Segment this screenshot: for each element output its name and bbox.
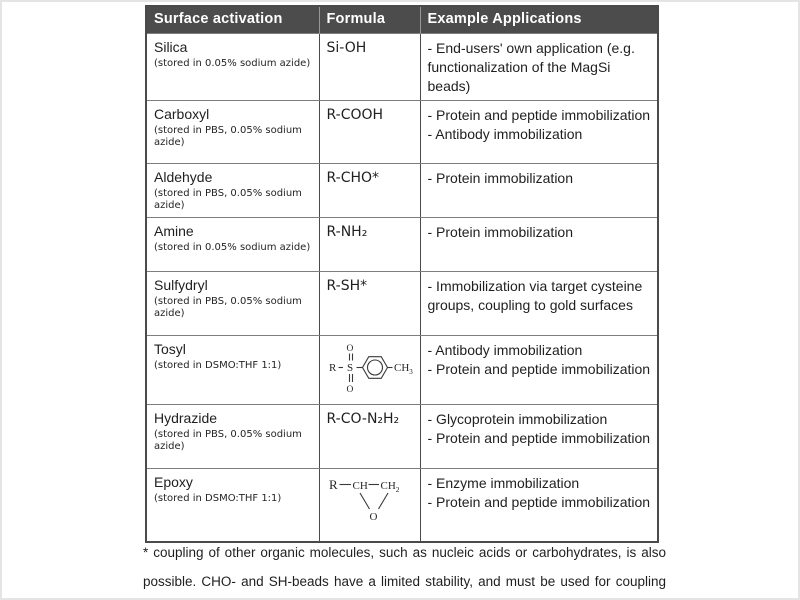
activation-cell: Tosyl (stored in DSMO:THF 1:1) bbox=[145, 334, 320, 405]
application-item: - Antibody immobilization bbox=[427, 125, 583, 142]
col-header-formula: Formula bbox=[318, 6, 420, 33]
table-row-epoxy: Epoxy (stored in DSMO:THF 1:1) R CH CH2 … bbox=[145, 467, 659, 543]
application-item: - Protein immobilization bbox=[427, 223, 574, 240]
applications-cell: - Protein and peptide immobilization - A… bbox=[419, 99, 659, 164]
application-item: - Protein and peptide immobilization bbox=[427, 493, 651, 510]
activation-cell: Aldehyde (stored in PBS, 0.05% sodium az… bbox=[145, 162, 320, 218]
svg-text:CH2: CH2 bbox=[380, 480, 399, 494]
table-row-aldehyde: Aldehyde (stored in PBS, 0.05% sodium az… bbox=[145, 162, 659, 218]
formula-value: R-SH* bbox=[318, 270, 421, 336]
activation-name: Amine bbox=[154, 222, 194, 239]
svg-text:O: O bbox=[369, 511, 377, 523]
formula-value: Si-OH bbox=[318, 32, 421, 101]
formula-structure-tosyl: R S O O CH3 bbox=[318, 334, 421, 405]
activation-name: Carboxyl bbox=[154, 105, 210, 122]
application-item: - Glycoprotein immobilization bbox=[427, 410, 608, 427]
storage-note: (stored in PBS, 0.05% sodium azide) bbox=[154, 428, 302, 453]
footnote-text: * coupling of other organic molecules, s… bbox=[143, 545, 666, 589]
storage-note: (stored in PBS, 0.05% sodium azide) bbox=[154, 187, 302, 212]
applications-cell: - Glycoprotein immobilization - Protein … bbox=[419, 403, 659, 469]
application-item: - Immobilization via target cysteine gro… bbox=[427, 277, 643, 313]
application-item: - Protein and peptide immobilization bbox=[427, 360, 651, 377]
activation-cell: Sulfydryl (stored in PBS, 0.05% sodium a… bbox=[145, 270, 320, 336]
activation-cell: Epoxy (stored in DSMO:THF 1:1) bbox=[145, 467, 320, 543]
applications-cell: - Immobilization via target cysteine gro… bbox=[419, 270, 659, 336]
applications-cell: - Antibody immobilization - Protein and … bbox=[419, 334, 659, 405]
table-row-tosyl: Tosyl (stored in DSMO:THF 1:1) R S O O bbox=[145, 334, 659, 405]
epoxy-structure-diagram: R CH CH2 O bbox=[329, 477, 400, 523]
table-row-sulfydryl: Sulfydryl (stored in PBS, 0.05% sodium a… bbox=[145, 270, 659, 336]
activation-cell: Carboxyl (stored in PBS, 0.05% sodium az… bbox=[145, 99, 320, 164]
activation-name: Hydrazide bbox=[154, 409, 218, 426]
formula-value: R-CO-N₂H₂ bbox=[318, 403, 421, 469]
table-row-hydrazide: Hydrazide (stored in PBS, 0.05% sodium a… bbox=[145, 403, 659, 469]
formula-structure-epoxy: R CH CH2 O bbox=[318, 467, 421, 543]
table-row-amine: Amine (stored in 0.05% sodium azide) R-N… bbox=[145, 216, 659, 272]
storage-note: (stored in 0.05% sodium azide) bbox=[154, 241, 311, 253]
storage-note: (stored in DSMO:THF 1:1) bbox=[154, 492, 282, 504]
surface-activation-table: Surface activation Formula Example Appli… bbox=[145, 5, 659, 543]
applications-cell: - End-users' own application (e.g. funct… bbox=[419, 32, 659, 101]
table-row-silica: Silica (stored in 0.05% sodium azide) Si… bbox=[145, 32, 659, 101]
activation-name: Aldehyde bbox=[154, 168, 213, 185]
tosyl-structure-diagram: R S O O CH3 bbox=[329, 344, 413, 395]
formula-value: R-NH₂ bbox=[318, 216, 421, 272]
applications-cell: - Protein immobilization bbox=[419, 216, 659, 272]
activation-cell: Hydrazide (stored in PBS, 0.05% sodium a… bbox=[145, 403, 320, 469]
svg-text:CH3: CH3 bbox=[394, 362, 413, 376]
activation-cell: Silica (stored in 0.05% sodium azide) bbox=[145, 32, 320, 101]
application-item: - End-users' own application (e.g. funct… bbox=[427, 39, 635, 94]
application-item: - Protein and peptide immobilization bbox=[427, 429, 651, 446]
activation-name: Tosyl bbox=[154, 340, 186, 357]
formula-value: R-COOH bbox=[318, 99, 421, 164]
application-item: - Protein immobilization bbox=[427, 169, 574, 186]
col-header-surface-activation: Surface activation bbox=[146, 6, 319, 33]
table-row-carboxyl: Carboxyl (stored in PBS, 0.05% sodium az… bbox=[145, 99, 659, 164]
storage-note: (stored in 0.05% sodium azide) bbox=[154, 57, 311, 69]
applications-cell: - Protein immobilization bbox=[419, 162, 659, 218]
svg-text:CH: CH bbox=[352, 480, 367, 492]
svg-text:S: S bbox=[347, 362, 353, 374]
svg-text:R: R bbox=[329, 362, 337, 374]
application-item: - Antibody immobilization bbox=[427, 341, 583, 358]
svg-text:O: O bbox=[346, 385, 353, 395]
activation-name: Silica bbox=[154, 38, 188, 55]
activation-name: Epoxy bbox=[154, 473, 193, 490]
formula-value: R-CHO* bbox=[318, 162, 421, 218]
storage-note: (stored in PBS, 0.05% sodium azide) bbox=[154, 295, 302, 320]
header-row: Surface activation Formula Example Appli… bbox=[146, 6, 658, 33]
svg-text:O: O bbox=[346, 344, 353, 354]
activation-cell: Amine (stored in 0.05% sodium azide) bbox=[145, 216, 320, 272]
storage-note: (stored in PBS, 0.05% sodium azide) bbox=[154, 124, 302, 149]
col-header-example-applications: Example Applications bbox=[419, 6, 658, 33]
applications-cell: - Enzyme immobilization - Protein and pe… bbox=[419, 467, 659, 543]
application-item: - Enzyme immobilization bbox=[427, 474, 580, 491]
activation-name: Sulfydryl bbox=[154, 276, 208, 293]
storage-note: (stored in DSMO:THF 1:1) bbox=[154, 359, 282, 371]
application-item: - Protein and peptide immobilization bbox=[427, 106, 651, 123]
svg-text:R: R bbox=[329, 477, 338, 492]
